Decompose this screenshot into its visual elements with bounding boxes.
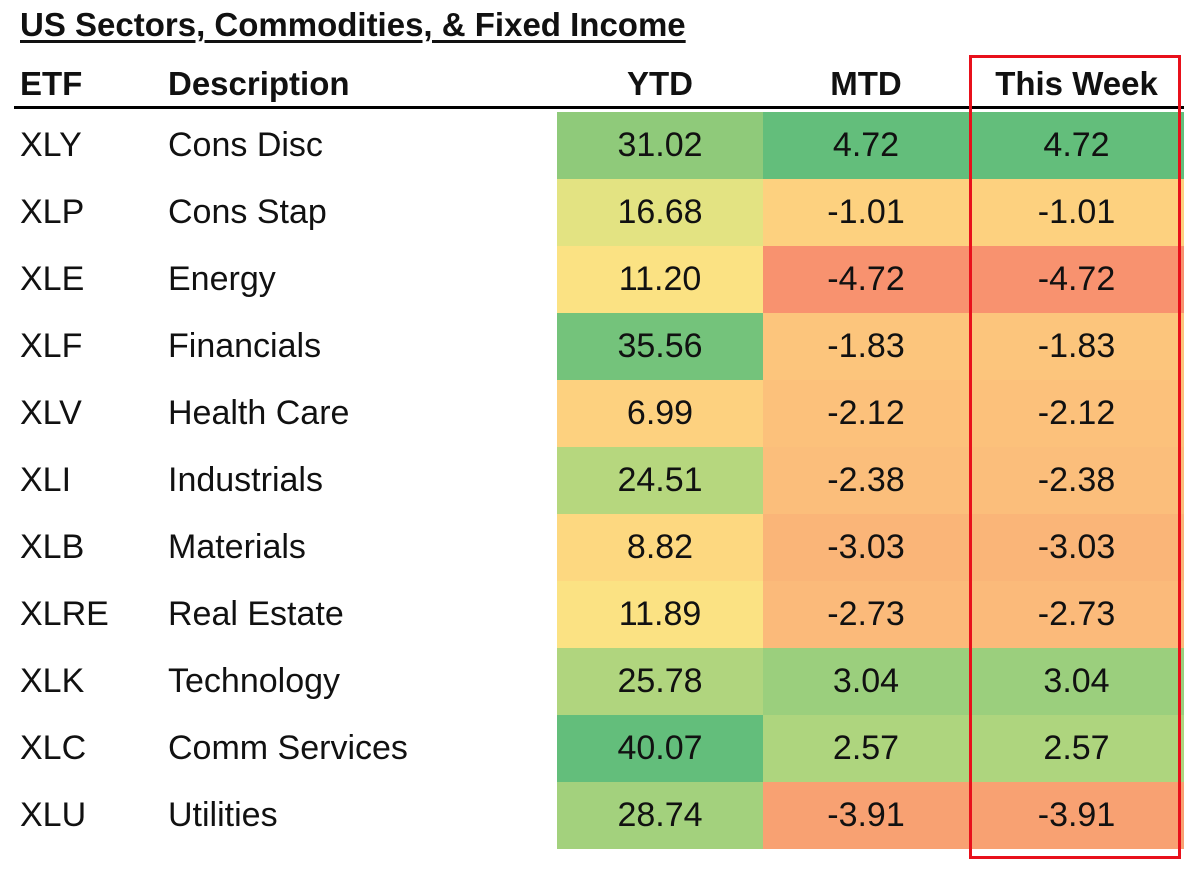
this-week-cell: 3.04 [969,648,1184,715]
this-week-cell: -2.12 [969,380,1184,447]
ytd-cell: 25.78 [557,648,763,715]
table-row: XLE Energy 11.20 -4.72 -4.72 [0,246,1194,313]
description-cell: Health Care [168,394,350,432]
etf-cell: XLY [20,126,82,164]
etf-cell: XLV [20,394,82,432]
table-row: XLP Cons Stap 16.68 -1.01 -1.01 [0,179,1194,246]
ytd-cell: 8.82 [557,514,763,581]
description-cell: Materials [168,528,306,566]
description-cell: Cons Disc [168,126,323,164]
ytd-cell: 24.51 [557,447,763,514]
table-row: XLK Technology 25.78 3.04 3.04 [0,648,1194,715]
mtd-cell: -1.83 [763,313,969,380]
description-cell: Cons Stap [168,193,327,231]
etf-cell: XLF [20,327,83,365]
etf-cell: XLK [20,662,85,700]
mtd-cell: 4.72 [763,112,969,179]
table-row: XLU Utilities 28.74 -3.91 -3.91 [0,782,1194,849]
etf-cell: XLP [20,193,85,231]
mtd-cell: -2.38 [763,447,969,514]
mtd-cell: -3.03 [763,514,969,581]
description-cell: Energy [168,260,276,298]
ytd-cell: 28.74 [557,782,763,849]
table-body: XLY Cons Disc 31.02 4.72 4.72 XLP Cons Stap 16.… [0,112,1194,849]
description-cell: Comm Services [168,729,408,767]
this-week-cell: -4.72 [969,246,1184,313]
description-cell: Real Estate [168,595,344,633]
mtd-cell: -2.73 [763,581,969,648]
etf-cell: XLB [20,528,85,566]
this-week-cell: -1.01 [969,179,1184,246]
ytd-cell: 31.02 [557,112,763,179]
description-cell: Technology [168,662,341,700]
ytd-cell: 11.89 [557,581,763,648]
ytd-cell: 6.99 [557,380,763,447]
mtd-cell: -2.12 [763,380,969,447]
etf-cell: XLRE [20,595,109,633]
table-header: ETF Description YTD MTD This Week [0,62,1194,106]
this-week-cell: 4.72 [969,112,1184,179]
table-row: XLRE Real Estate 11.89 -2.73 -2.73 [0,581,1194,648]
table-row: XLB Materials 8.82 -3.03 -3.03 [0,514,1194,581]
table-row: XLF Financials 35.56 -1.83 -1.83 [0,313,1194,380]
header-description: Description [168,65,350,102]
this-week-cell: -1.83 [969,313,1184,380]
table-row: XLC Comm Services 40.07 2.57 2.57 [0,715,1194,782]
ytd-cell: 40.07 [557,715,763,782]
etf-cell: XLU [20,796,87,834]
this-week-cell: -3.91 [969,782,1184,849]
table-title: US Sectors, Commodities, & Fixed Income [20,6,686,43]
table-row: XLV Health Care 6.99 -2.12 -2.12 [0,380,1194,447]
this-week-cell: -2.38 [969,447,1184,514]
etf-cell: XLE [20,260,85,298]
this-week-cell: -2.73 [969,581,1184,648]
header-this-week: This Week [995,65,1158,102]
description-cell: Utilities [168,796,278,834]
table-row: XLI Industrials 24.51 -2.38 -2.38 [0,447,1194,514]
table-row: XLY Cons Disc 31.02 4.72 4.72 [0,112,1194,179]
header-ytd: YTD [627,65,693,102]
etf-cell: XLI [20,461,72,499]
header-mtd: MTD [830,65,902,102]
ytd-cell: 35.56 [557,313,763,380]
etf-cell: XLC [20,729,87,767]
ytd-cell: 11.20 [557,246,763,313]
header-etf: ETF [20,65,83,102]
mtd-cell: -1.01 [763,179,969,246]
ytd-cell: 16.68 [557,179,763,246]
mtd-cell: -4.72 [763,246,969,313]
description-cell: Industrials [168,461,323,499]
this-week-cell: 2.57 [969,715,1184,782]
this-week-cell: -3.03 [969,514,1184,581]
header-divider [14,106,1184,109]
mtd-cell: -3.91 [763,782,969,849]
mtd-cell: 3.04 [763,648,969,715]
mtd-cell: 2.57 [763,715,969,782]
description-cell: Financials [168,327,322,365]
